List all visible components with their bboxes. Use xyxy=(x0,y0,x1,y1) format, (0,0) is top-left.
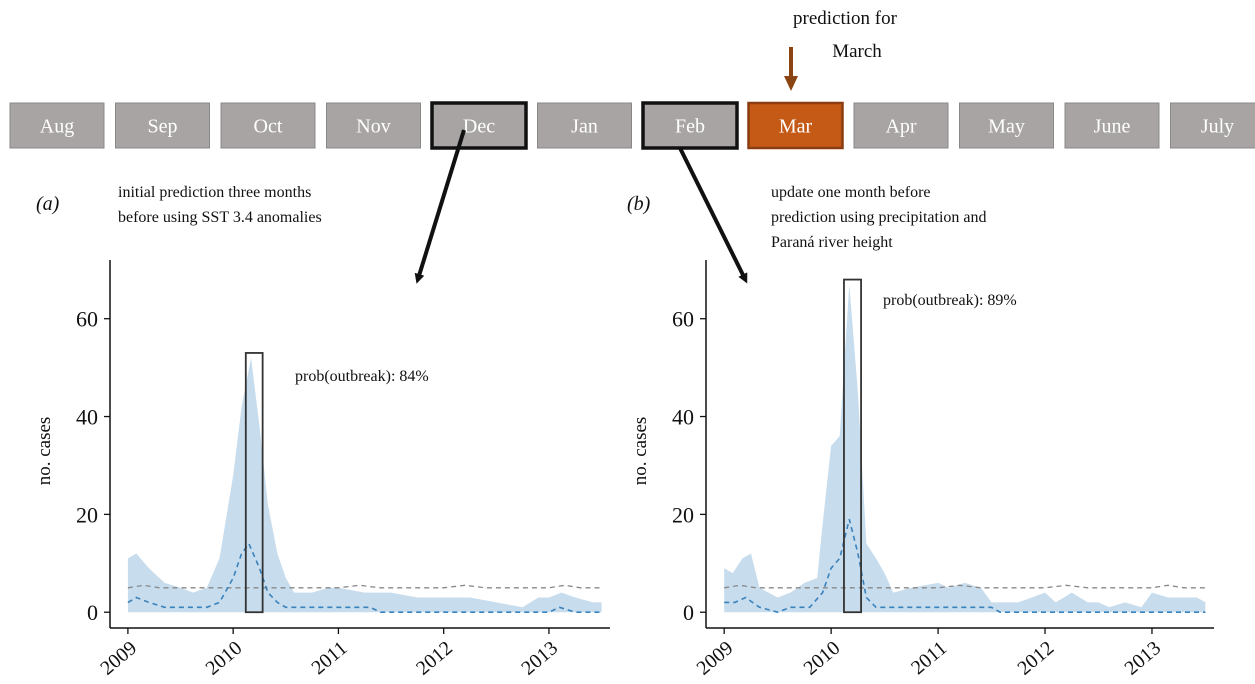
target-month-highlight-box xyxy=(244,352,264,614)
month-box-aug xyxy=(9,102,105,149)
month-label-mar: Mar xyxy=(779,116,813,138)
month-label-dec: Dec xyxy=(463,116,495,138)
median-prediction-line xyxy=(127,542,602,613)
x-tick-label: 2010 xyxy=(202,637,247,680)
month-label-may: May xyxy=(988,116,1025,138)
prediction-label-line2: March xyxy=(832,41,882,62)
panel-b-caption-line1: update one month before xyxy=(771,184,931,201)
y-axis-label: no. cases xyxy=(34,417,55,486)
month-label-june: June xyxy=(1094,116,1131,138)
chart-panel-b: 0 20 40 60 2009 2010 2011 2012 2013 no. cases prob… xyxy=(630,260,1214,680)
month-box-may xyxy=(959,102,1054,149)
chart-panel-a: 0 20 40 60 2009 2010 2011 2012 2013 no. cases prob… xyxy=(34,260,610,680)
panel-a-label: (a) xyxy=(36,193,60,215)
month-box-july xyxy=(1170,102,1255,149)
x-tick-label: 2013 xyxy=(1120,637,1165,680)
x-tick-label: 2011 xyxy=(907,637,951,679)
outbreak-threshold-line xyxy=(724,584,1206,589)
month-label-apr: Apr xyxy=(885,116,916,138)
prediction-label-line1: prediction for xyxy=(793,8,898,29)
y-tick-label: 20 xyxy=(76,502,98,527)
outbreak-probability-annotation: prob(outbreak): 84% xyxy=(295,368,429,385)
x-tick-label: 2009 xyxy=(96,637,141,680)
month-label-jan: Jan xyxy=(571,116,598,138)
panel-b-label: (b) xyxy=(627,193,651,215)
month-label-oct: Oct xyxy=(254,116,283,138)
arrow-feb-to-panel-b xyxy=(678,147,748,284)
x-tick-label: 2011 xyxy=(307,637,351,679)
y-tick-label: 60 xyxy=(76,307,98,332)
month-label-july: July xyxy=(1201,116,1234,138)
month-label-aug: Aug xyxy=(40,116,74,138)
prediction-interval-band xyxy=(724,284,1206,613)
y-tick-label: 0 xyxy=(87,600,98,625)
month-box-sep xyxy=(115,102,210,149)
y-tick-label: 20 xyxy=(672,502,694,527)
panel-b-caption-line3: Paraná river height xyxy=(771,234,893,251)
x-tick-label: 2009 xyxy=(693,637,738,680)
month-label-nov: Nov xyxy=(356,116,390,138)
month-label-sep: Sep xyxy=(148,116,178,138)
target-month-highlight-box xyxy=(843,278,862,614)
median-prediction-line xyxy=(724,519,1206,614)
month-box-apr xyxy=(853,102,949,149)
y-tick-label: 40 xyxy=(76,405,98,430)
month-box-jan xyxy=(537,102,632,149)
panel-a-caption-line1: initial prediction three months xyxy=(118,184,311,201)
prediction-interval-band xyxy=(127,357,602,613)
x-tick-label: 2010 xyxy=(800,637,845,680)
arrow-dec-to-panel-a xyxy=(414,129,466,284)
panel-b-caption-line2: prediction using precipitation and xyxy=(771,209,987,226)
panel-a-caption-line2: before using SST 3.4 anomalies xyxy=(118,209,322,226)
month-box-feb xyxy=(641,101,739,150)
month-box-dec xyxy=(430,101,528,150)
x-tick-label: 2012 xyxy=(1013,637,1058,680)
y-tick-label: 60 xyxy=(672,307,694,332)
x-tick-label: 2013 xyxy=(517,637,562,680)
month-box-june xyxy=(1064,102,1160,149)
y-tick-label: 0 xyxy=(683,600,694,625)
month-box-mar xyxy=(747,101,844,150)
outbreak-probability-annotation: prob(outbreak): 89% xyxy=(883,292,1017,309)
x-tick-label: 2012 xyxy=(412,637,457,680)
y-tick-label: 40 xyxy=(672,405,694,430)
month-box-nov xyxy=(326,102,421,149)
outbreak-threshold-line xyxy=(127,584,602,589)
month-label-feb: Feb xyxy=(675,116,705,138)
month-box-oct xyxy=(220,102,316,149)
y-axis-label: no. cases xyxy=(630,417,651,486)
prediction-arrow xyxy=(784,47,798,91)
month-timeline: Aug Sep Oct Nov Dec Jan Feb Mar Apr May June July xyxy=(9,101,1255,150)
